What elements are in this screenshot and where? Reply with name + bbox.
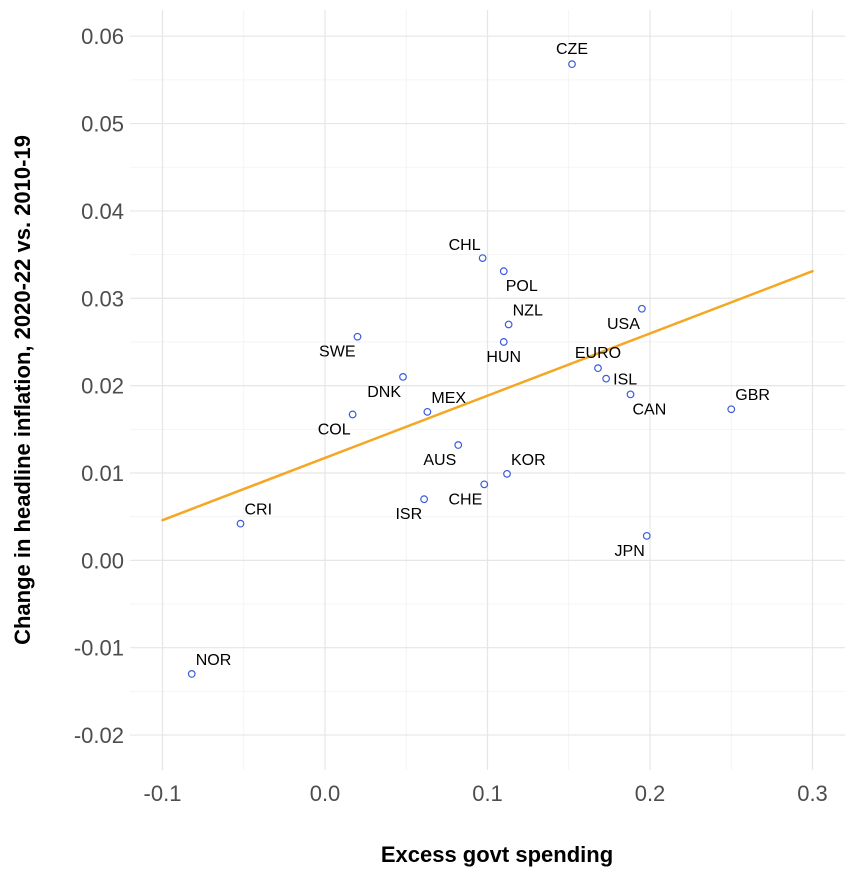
data-point-cze xyxy=(568,60,576,69)
y-axis-title: Change in headline inflation, 2020-22 vs… xyxy=(10,135,35,645)
trend-line-group xyxy=(161,269,814,522)
data-point-mex xyxy=(423,407,432,416)
point-label-dnk: DNK xyxy=(367,384,401,401)
data-point-cri xyxy=(236,519,245,528)
point-label-mex: MEX xyxy=(431,390,466,407)
data-points: CZE CHL POL USA NZL SWE HUN EURO DNK ISL CAN GBR MEX… xyxy=(187,41,770,678)
point-label-isl: ISL xyxy=(613,372,637,389)
y-tick-label: 0.06 xyxy=(81,24,124,49)
y-tick-label: 0.04 xyxy=(81,199,124,224)
x-axis-ticks: -0.1 0.0 0.1 0.2 0.3 xyxy=(144,781,828,806)
point-label-nzl: NZL xyxy=(513,302,543,319)
trend-line xyxy=(161,269,814,522)
point-label-nor: NOR xyxy=(196,652,232,669)
y-tick-label: 0.01 xyxy=(81,461,124,486)
data-point-nor xyxy=(187,670,196,678)
point-label-cri: CRI xyxy=(245,502,273,519)
point-label-chl: CHL xyxy=(449,237,481,254)
data-point-pol xyxy=(499,267,508,276)
data-point-hun xyxy=(499,338,508,346)
point-label-pol: POL xyxy=(506,278,538,295)
x-axis-title: Excess govt spending xyxy=(381,842,613,867)
y-tick-label: 0.05 xyxy=(81,112,124,137)
point-label-kor: KOR xyxy=(511,452,546,469)
point-label-isr: ISR xyxy=(395,506,422,523)
data-point-gbr xyxy=(727,405,736,414)
point-label-gbr: GBR xyxy=(735,387,770,404)
grid xyxy=(130,10,845,770)
data-point-dnk xyxy=(399,372,407,381)
point-label-col: COL xyxy=(318,421,351,438)
data-point-can xyxy=(626,390,635,399)
y-tick-label: -0.02 xyxy=(74,723,124,748)
data-point-kor xyxy=(503,469,511,478)
x-tick-label: 0.1 xyxy=(472,781,503,806)
x-tick-label: 0.3 xyxy=(797,781,828,806)
point-label-hun: HUN xyxy=(486,349,521,366)
point-label-swe: SWE xyxy=(319,344,355,361)
data-point-usa xyxy=(637,304,646,313)
point-label-che: CHE xyxy=(448,491,482,508)
y-tick-label: -0.01 xyxy=(74,636,124,661)
data-point-euro xyxy=(594,364,602,373)
data-point-chl xyxy=(478,254,487,262)
data-point-swe xyxy=(353,332,362,341)
x-tick-label: 0.2 xyxy=(635,781,666,806)
x-tick-label: 0.0 xyxy=(310,781,341,806)
data-point-nzl xyxy=(504,320,513,329)
point-label-can: CAN xyxy=(633,401,667,418)
data-point-isr xyxy=(420,495,429,504)
x-tick-label: -0.1 xyxy=(144,781,182,806)
point-label-cze: CZE xyxy=(556,41,588,58)
data-point-col xyxy=(348,410,357,419)
data-point-jpn xyxy=(642,531,651,540)
y-tick-label: 0.02 xyxy=(81,374,124,399)
point-label-aus: AUS xyxy=(423,452,456,469)
data-point-isl xyxy=(602,374,611,383)
point-label-jpn: JPN xyxy=(615,543,645,560)
y-tick-label: 0.00 xyxy=(81,548,124,573)
y-tick-label: 0.03 xyxy=(81,286,124,311)
point-label-usa: USA xyxy=(607,316,640,333)
y-axis-ticks: -0.02 -0.01 0.00 0.01 0.02 0.03 0.04 0.05 0.06 xyxy=(74,24,124,748)
point-label-euro: EURO xyxy=(575,345,621,362)
data-point-aus xyxy=(454,441,463,449)
data-point-che xyxy=(480,480,489,489)
